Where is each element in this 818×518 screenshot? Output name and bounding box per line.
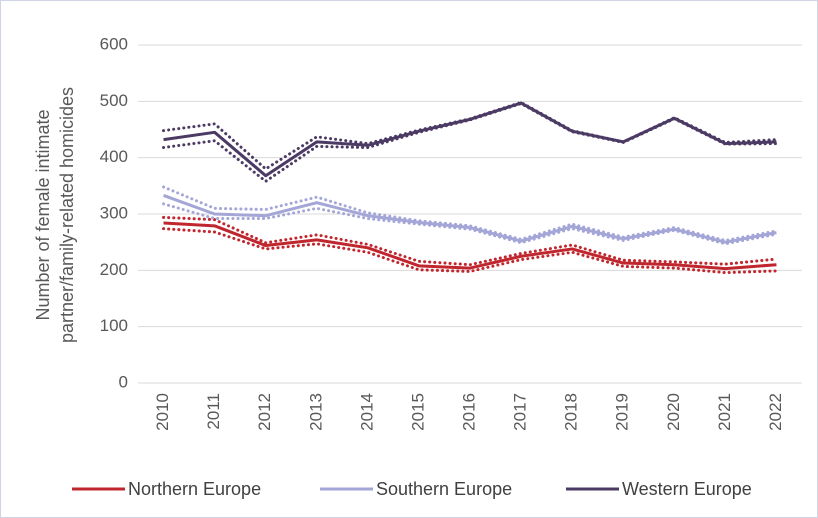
y-tick-label: 600 xyxy=(100,34,128,53)
x-tick-label: 2020 xyxy=(664,393,683,431)
series-line xyxy=(163,194,777,244)
y-tick-label: 200 xyxy=(100,260,128,279)
series-line xyxy=(163,221,777,271)
bound-line xyxy=(162,227,778,275)
x-tick-label: 2012 xyxy=(255,393,274,431)
y-tick-label: 400 xyxy=(100,147,128,166)
x-tick-label: 2021 xyxy=(715,393,734,431)
x-tick-label: 2014 xyxy=(357,393,376,431)
x-tick-label: 2022 xyxy=(766,393,785,431)
legend-label: Western Europe xyxy=(622,479,752,499)
x-tick-label: 2017 xyxy=(511,393,530,431)
x-tick-label: 2010 xyxy=(153,393,172,431)
x-tick-label: 2018 xyxy=(562,393,581,431)
legend-label: Southern Europe xyxy=(376,479,512,499)
y-tick-label: 100 xyxy=(100,316,128,335)
bound-line xyxy=(162,185,778,243)
y-axis-title: partner/family-related homicides xyxy=(57,87,77,343)
series-line xyxy=(163,101,777,178)
y-axis-title: Number of female intimate xyxy=(33,109,53,320)
y-tick-label: 300 xyxy=(100,203,128,222)
legend-label: Northern Europe xyxy=(128,479,261,499)
x-tick-label: 2015 xyxy=(408,393,427,431)
y-tick-label: 0 xyxy=(119,372,128,391)
x-tick-label: 2019 xyxy=(613,393,632,431)
bound-line xyxy=(162,215,778,267)
y-tick-label: 500 xyxy=(100,91,128,110)
x-tick-label: 2013 xyxy=(306,393,325,431)
x-tick-label: 2011 xyxy=(204,393,223,430)
x-tick-label: 2016 xyxy=(459,393,478,431)
